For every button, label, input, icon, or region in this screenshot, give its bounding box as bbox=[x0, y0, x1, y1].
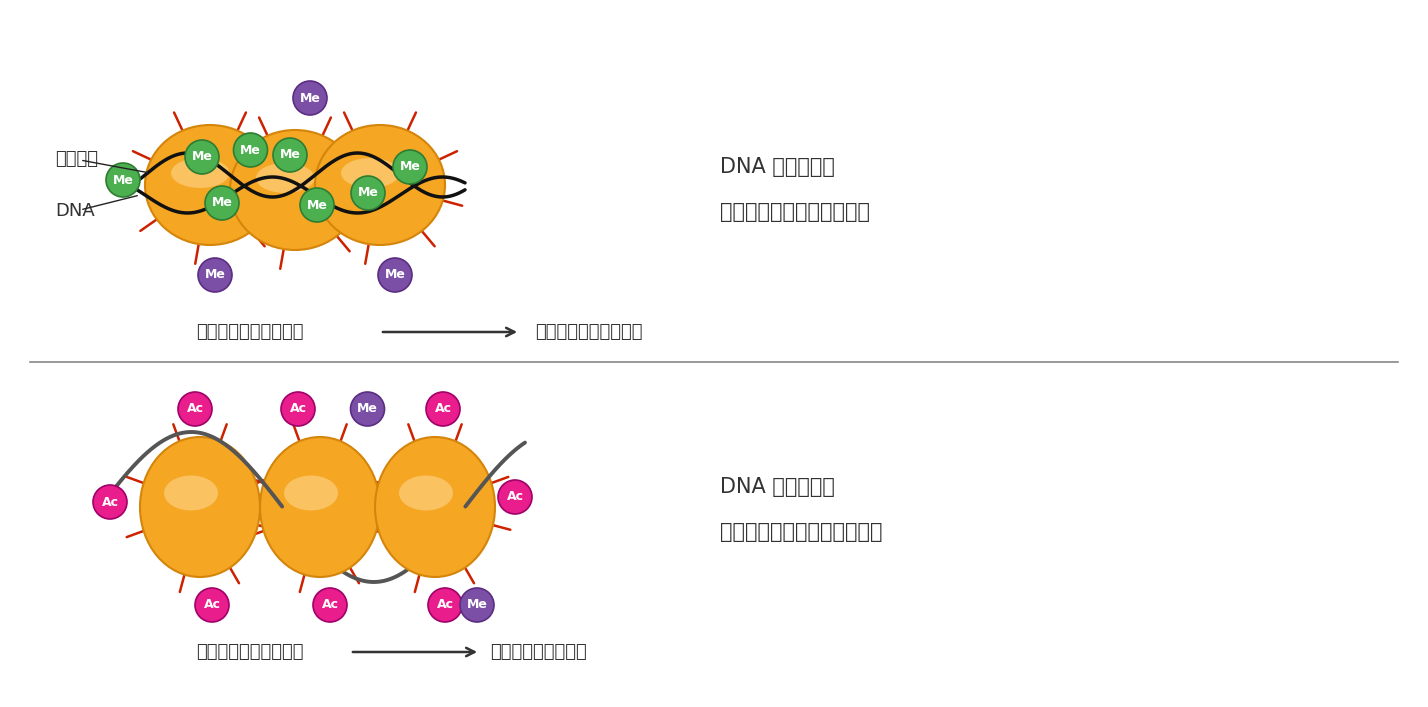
Circle shape bbox=[186, 140, 218, 174]
Text: クロマチン構造の凝集: クロマチン構造の凝集 bbox=[196, 323, 304, 341]
Circle shape bbox=[178, 392, 211, 426]
Circle shape bbox=[428, 588, 463, 622]
Text: Ac: Ac bbox=[507, 491, 524, 503]
Text: Me: Me bbox=[307, 199, 327, 211]
Circle shape bbox=[293, 81, 327, 115]
Ellipse shape bbox=[140, 437, 260, 577]
Ellipse shape bbox=[376, 437, 496, 577]
Ellipse shape bbox=[341, 158, 400, 188]
Text: DNA: DNA bbox=[56, 202, 94, 220]
Text: DNA 低メチル化: DNA 低メチル化 bbox=[720, 477, 835, 497]
Text: Me: Me bbox=[357, 402, 378, 416]
Text: 遺伝子発現の活性抑制: 遺伝子発現の活性抑制 bbox=[536, 323, 643, 341]
Text: 遺伝子発現の活性化: 遺伝子発現の活性化 bbox=[490, 643, 587, 661]
Text: Me: Me bbox=[280, 148, 300, 161]
Circle shape bbox=[300, 188, 334, 222]
Circle shape bbox=[93, 485, 127, 519]
Circle shape bbox=[498, 480, 533, 514]
Text: Ac: Ac bbox=[321, 599, 338, 612]
Circle shape bbox=[106, 163, 140, 197]
Text: ヒストン: ヒストン bbox=[56, 150, 99, 168]
Ellipse shape bbox=[256, 163, 314, 193]
Circle shape bbox=[378, 258, 413, 292]
Circle shape bbox=[234, 133, 267, 167]
Circle shape bbox=[393, 150, 427, 184]
Circle shape bbox=[426, 392, 460, 426]
Circle shape bbox=[351, 176, 386, 210]
Text: Me: Me bbox=[467, 599, 487, 612]
Ellipse shape bbox=[284, 476, 338, 510]
Text: Me: Me bbox=[357, 187, 378, 199]
Text: 活性化型ヒストン修飾の増加: 活性化型ヒストン修飾の増加 bbox=[720, 522, 883, 542]
Circle shape bbox=[273, 138, 307, 172]
Circle shape bbox=[198, 258, 231, 292]
Text: Ac: Ac bbox=[204, 599, 220, 612]
Text: Me: Me bbox=[211, 197, 233, 209]
Ellipse shape bbox=[316, 125, 446, 245]
Ellipse shape bbox=[230, 130, 360, 250]
Text: 抑制型ヒストン修飾の増加: 抑制型ヒストン修飾の増加 bbox=[720, 202, 870, 222]
Text: Me: Me bbox=[240, 144, 261, 156]
Text: クロマチン構造の緩み: クロマチン構造の緩み bbox=[196, 643, 304, 661]
Circle shape bbox=[350, 392, 384, 426]
Text: Ac: Ac bbox=[101, 496, 119, 508]
Text: Ac: Ac bbox=[187, 402, 204, 416]
Text: Me: Me bbox=[113, 173, 133, 187]
Text: Ac: Ac bbox=[434, 402, 451, 416]
Ellipse shape bbox=[171, 158, 230, 188]
Ellipse shape bbox=[398, 476, 453, 510]
Circle shape bbox=[196, 588, 228, 622]
Circle shape bbox=[281, 392, 316, 426]
Text: Me: Me bbox=[204, 269, 226, 281]
Text: DNA 高メチル化: DNA 高メチル化 bbox=[720, 157, 835, 177]
Circle shape bbox=[460, 588, 494, 622]
Text: Me: Me bbox=[400, 160, 420, 173]
Circle shape bbox=[313, 588, 347, 622]
Text: Ac: Ac bbox=[437, 599, 454, 612]
Circle shape bbox=[206, 186, 238, 220]
Ellipse shape bbox=[146, 125, 276, 245]
Ellipse shape bbox=[260, 437, 380, 577]
Text: Me: Me bbox=[191, 151, 213, 163]
Text: Me: Me bbox=[300, 91, 320, 105]
Text: Ac: Ac bbox=[290, 402, 307, 416]
Ellipse shape bbox=[164, 476, 218, 510]
Text: Me: Me bbox=[384, 269, 406, 281]
